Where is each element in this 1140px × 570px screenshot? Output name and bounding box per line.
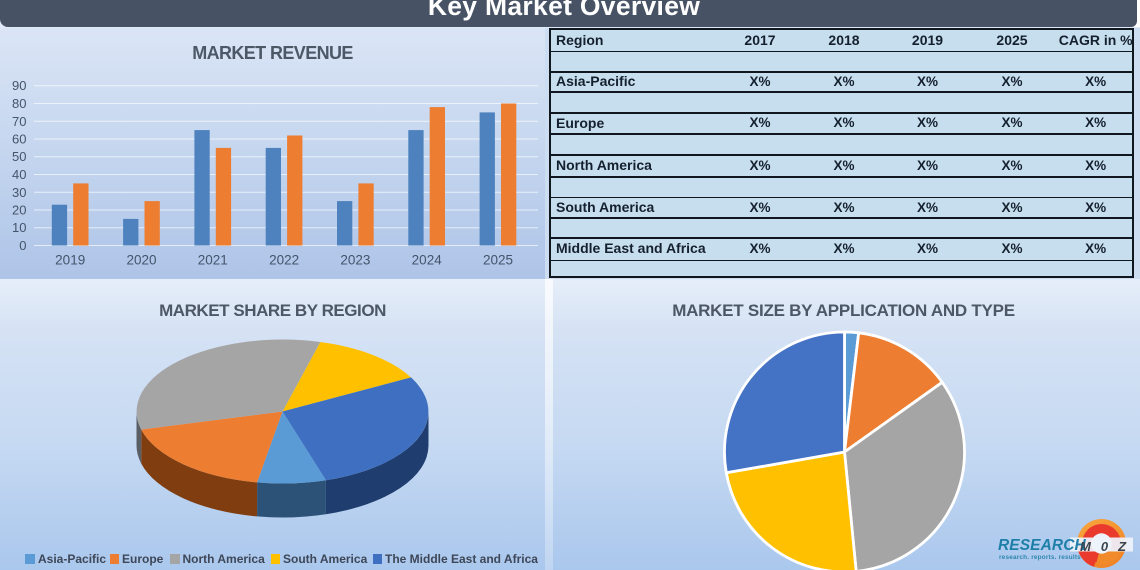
svg-text:2024: 2024 — [412, 253, 443, 268]
svg-text:90: 90 — [12, 78, 26, 93]
svg-text:2019: 2019 — [55, 253, 85, 268]
svg-text:60: 60 — [12, 132, 26, 147]
svg-text:0: 0 — [19, 238, 26, 253]
svg-text:2022: 2022 — [269, 253, 299, 268]
svg-text:2021: 2021 — [198, 253, 228, 268]
svg-text:30: 30 — [12, 185, 26, 200]
svg-text:70: 70 — [12, 114, 26, 129]
svg-text:2020: 2020 — [126, 253, 156, 268]
svg-text:2023: 2023 — [340, 253, 370, 268]
svg-text:2025: 2025 — [483, 253, 513, 268]
svg-text:10: 10 — [12, 220, 26, 235]
svg-text:80: 80 — [12, 96, 26, 111]
svg-text:20: 20 — [12, 203, 26, 218]
svg-text:40: 40 — [12, 167, 26, 182]
svg-text:50: 50 — [12, 149, 26, 164]
